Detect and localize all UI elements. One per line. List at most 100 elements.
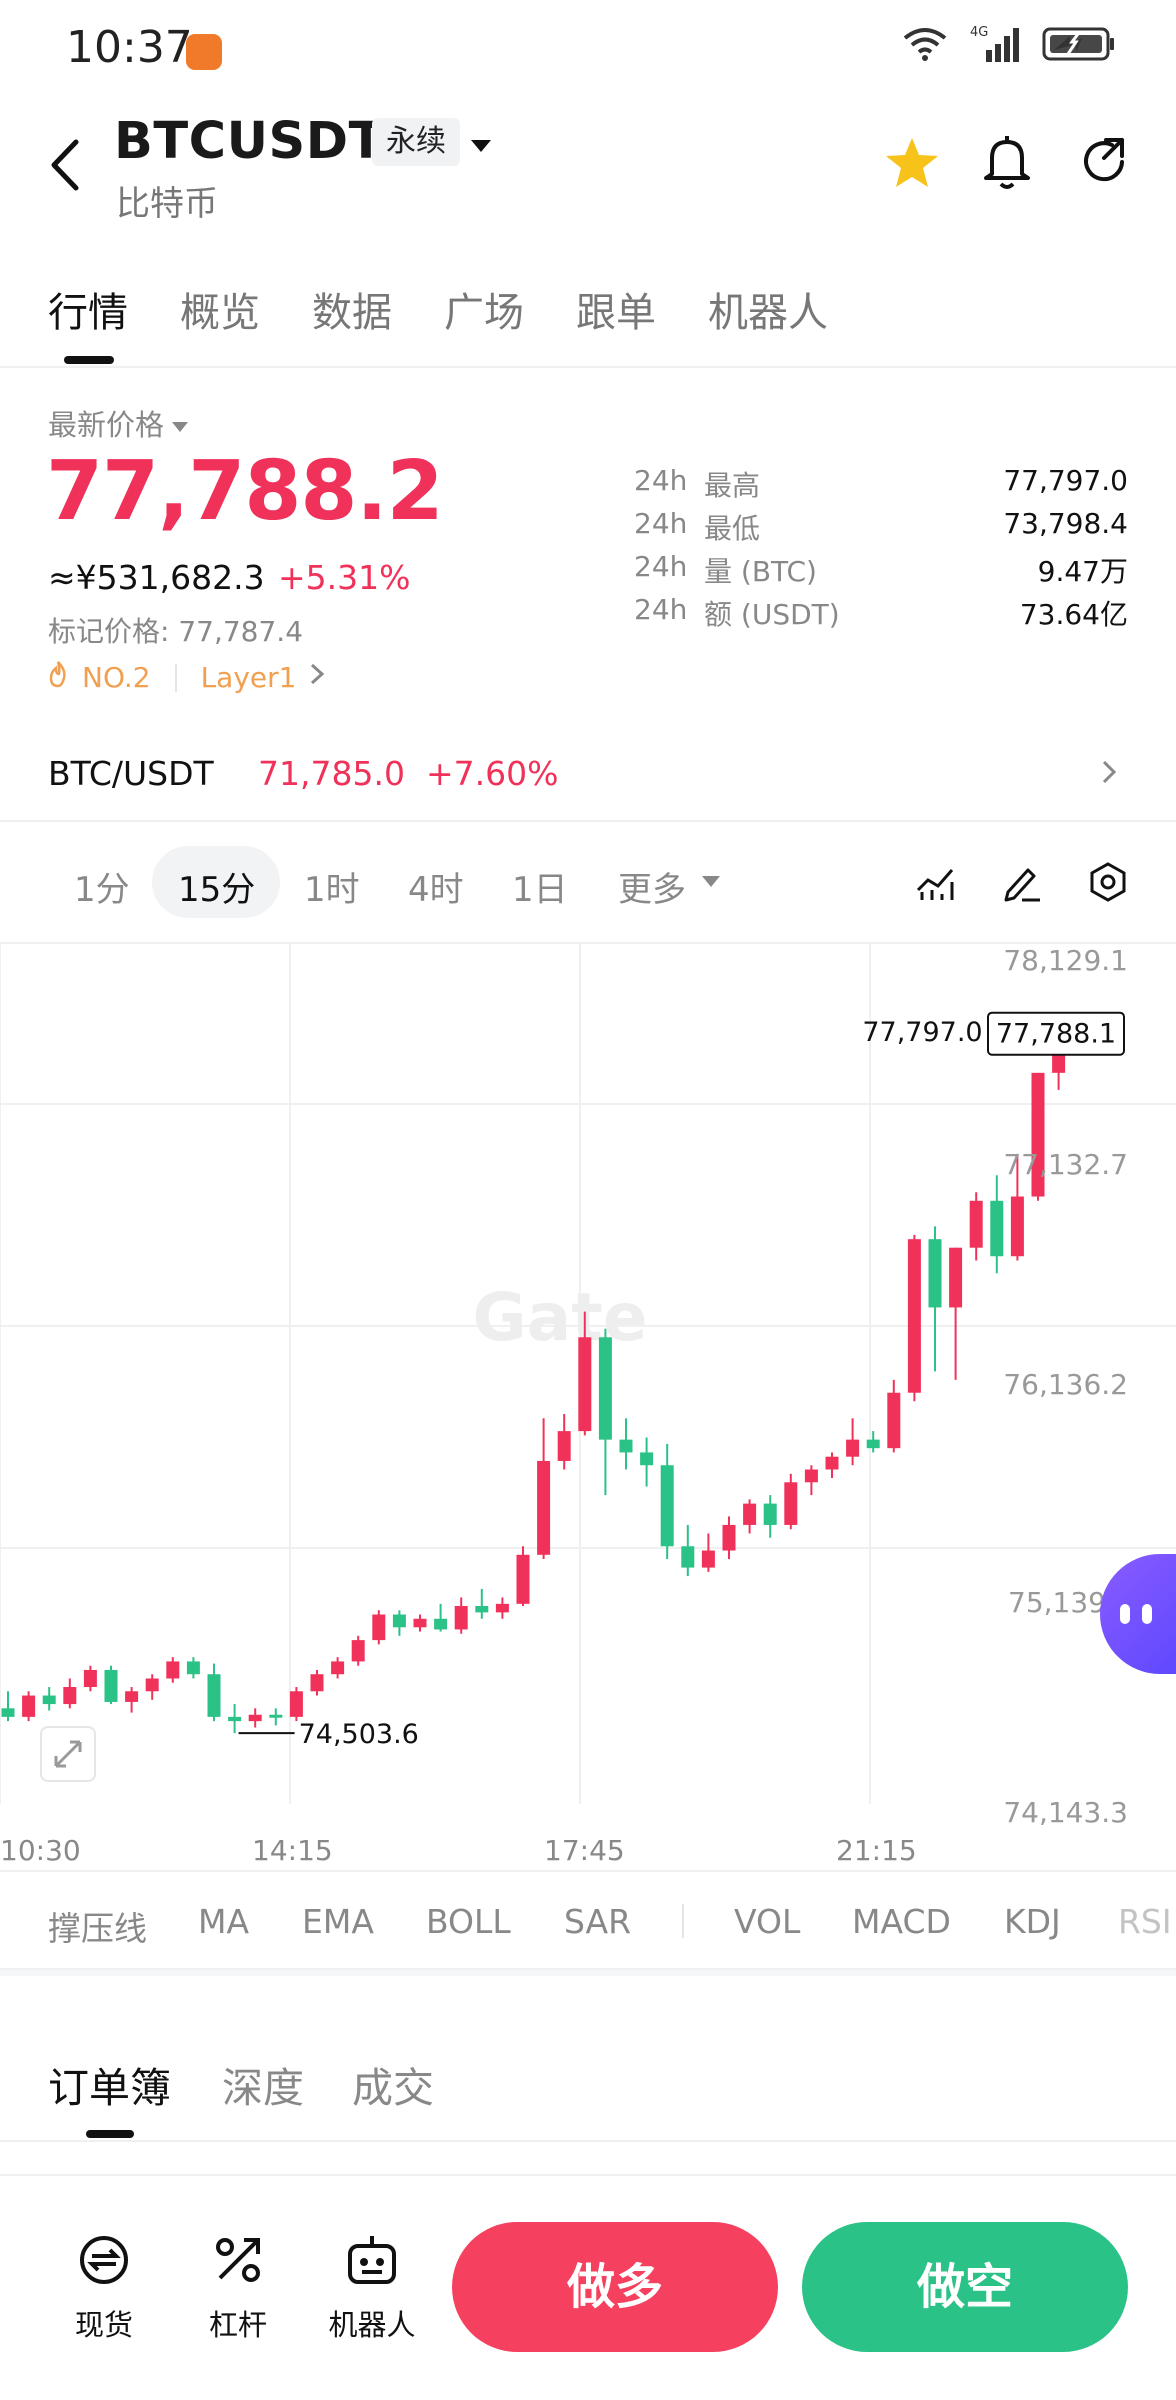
tab-overview[interactable]: 概览 <box>180 290 260 336</box>
tab-bots[interactable]: 机器人 <box>708 290 828 336</box>
app-notification-icon <box>186 34 222 70</box>
candle-body <box>619 1439 633 1453</box>
symbol-dropdown-icon[interactable] <box>470 138 492 158</box>
category-tag[interactable]: Layer1 <box>200 661 297 694</box>
last-price: 77,788.2 <box>46 444 444 539</box>
interval-15m[interactable]: 15分 <box>178 870 256 910</box>
tab-square[interactable]: 广场 <box>444 290 524 336</box>
robot-label[interactable]: 机器人 <box>328 2308 416 2342</box>
favorite-star-icon[interactable] <box>884 136 940 194</box>
indicator-vol[interactable]: VOL <box>734 1902 801 1941</box>
symbol-title[interactable]: BTCUSDT <box>114 112 384 171</box>
expand-chart-button[interactable] <box>40 1726 96 1782</box>
cny-price: ≈¥531,682.3 <box>48 558 265 597</box>
short-button[interactable]: 做空 <box>802 2222 1128 2352</box>
chat-bot-float-button[interactable] <box>1100 1554 1176 1674</box>
candle-body <box>969 1200 983 1248</box>
long-button[interactable]: 做多 <box>452 2222 778 2352</box>
tab-copy-trading[interactable]: 跟单 <box>576 290 656 336</box>
leverage-icon[interactable] <box>208 2230 268 2290</box>
y-tick: 74,143.3 <box>1003 1796 1128 1829</box>
robot-icon[interactable] <box>342 2230 402 2290</box>
chart-settings-icon[interactable] <box>1088 862 1128 906</box>
x-tick: 14:15 <box>252 1834 333 1867</box>
indicator-macd[interactable]: MACD <box>852 1902 951 1941</box>
indicator-sar[interactable]: SAR <box>564 1902 632 1941</box>
divider <box>0 820 1176 822</box>
tab-indicator <box>86 2130 134 2138</box>
y-tick: 77,132.7 <box>1003 1148 1128 1181</box>
flame-icon <box>46 660 70 695</box>
interval-4h[interactable]: 4时 <box>408 870 464 910</box>
candle-body <box>990 1200 1004 1257</box>
wifi-icon <box>902 26 948 62</box>
indicator-kdj[interactable]: KDJ <box>1004 1902 1061 1941</box>
bell-icon[interactable] <box>980 134 1034 194</box>
x-tick: 21:15 <box>836 1834 917 1867</box>
y-tick: 76,136.2 <box>1003 1368 1128 1401</box>
share-icon[interactable] <box>1078 136 1130 192</box>
candle-body <box>557 1431 571 1461</box>
candle-body <box>22 1695 36 1717</box>
candle-body <box>475 1605 489 1613</box>
candle-body <box>1031 1072 1045 1197</box>
dropdown-icon <box>172 422 189 432</box>
stat-volume: 24h 量 (BTC) 9.47万 <box>634 550 1128 588</box>
tab-depth[interactable]: 深度 <box>222 2064 304 2112</box>
candle-body <box>145 1678 159 1692</box>
section-gap <box>0 1970 1176 1976</box>
candle-body <box>887 1392 901 1449</box>
spot-pair-name[interactable]: BTC/USDT <box>48 754 214 793</box>
price-change: +5.31% <box>278 558 411 597</box>
signal-icon: 4G <box>970 24 1020 64</box>
stat-low: 24h 最低 73,798.4 <box>634 507 1128 545</box>
tab-orderbook[interactable]: 订单簿 <box>48 2064 171 2112</box>
indicator-boll[interactable]: BOLL <box>426 1902 511 1941</box>
tab-data[interactable]: 数据 <box>312 290 392 336</box>
candle-body <box>495 1603 509 1613</box>
candle-body <box>784 1482 798 1525</box>
spot-pair-change: +7.60% <box>426 754 559 793</box>
y-tick: 75,139 <box>1008 1586 1106 1619</box>
divider <box>0 366 1176 368</box>
candle-body <box>228 1716 242 1722</box>
indicator-support-resistance[interactable]: 撑压线 <box>48 1909 147 1948</box>
stat-turnover: 24h 额 (USDT) 73.64亿 <box>634 593 1128 631</box>
candle-body <box>722 1524 736 1551</box>
candle-body <box>351 1640 365 1662</box>
interval-1h[interactable]: 1时 <box>304 870 360 910</box>
back-button[interactable] <box>46 138 86 192</box>
spot-label[interactable]: 现货 <box>74 2308 133 2342</box>
chevron-right-icon[interactable] <box>1100 758 1118 790</box>
x-tick: 10:30 <box>0 1834 81 1867</box>
interval-1m[interactable]: 1分 <box>74 870 130 910</box>
candlestick-chart[interactable]: Gate 77,797.0 74,503.6 77,788.1 <box>0 944 1176 1844</box>
indicator-rsi[interactable]: RSI <box>1118 1902 1172 1941</box>
draw-pen-icon[interactable] <box>1002 862 1042 906</box>
candle-body <box>846 1439 860 1457</box>
current-price-label: 77,788.1 <box>996 1019 1116 1050</box>
indicator-ema[interactable]: EMA <box>302 1902 374 1941</box>
spot-icon[interactable] <box>74 2230 134 2290</box>
divider <box>174 663 177 692</box>
tab-trades[interactable]: 成交 <box>352 2064 434 2112</box>
interval-1d[interactable]: 1日 <box>512 870 568 910</box>
stat-high: 24h 最高 77,797.0 <box>634 464 1128 502</box>
network-label: 4G <box>970 25 988 40</box>
leverage-label[interactable]: 杠杆 <box>208 2308 267 2342</box>
high-marker-label: 77,797.0 <box>862 1017 982 1048</box>
candle-body <box>578 1337 592 1432</box>
low-marker-label: 74,503.6 <box>299 1719 419 1750</box>
indicator-chart-icon[interactable] <box>916 862 956 906</box>
interval-more[interactable]: 更多 <box>618 870 686 910</box>
contract-type-badge[interactable]: 永续 <box>372 118 460 166</box>
candle-body <box>104 1669 118 1702</box>
indicator-ma[interactable]: MA <box>198 1902 250 1941</box>
last-price-label[interactable]: 最新价格 <box>48 402 189 444</box>
tab-market[interactable]: 行情 <box>48 290 128 336</box>
chevron-right-icon[interactable] <box>308 661 326 694</box>
candle-body <box>248 1714 262 1722</box>
candle-body <box>804 1469 818 1483</box>
rank-tag[interactable]: NO.2 <box>82 661 151 694</box>
candle-body <box>866 1439 880 1449</box>
